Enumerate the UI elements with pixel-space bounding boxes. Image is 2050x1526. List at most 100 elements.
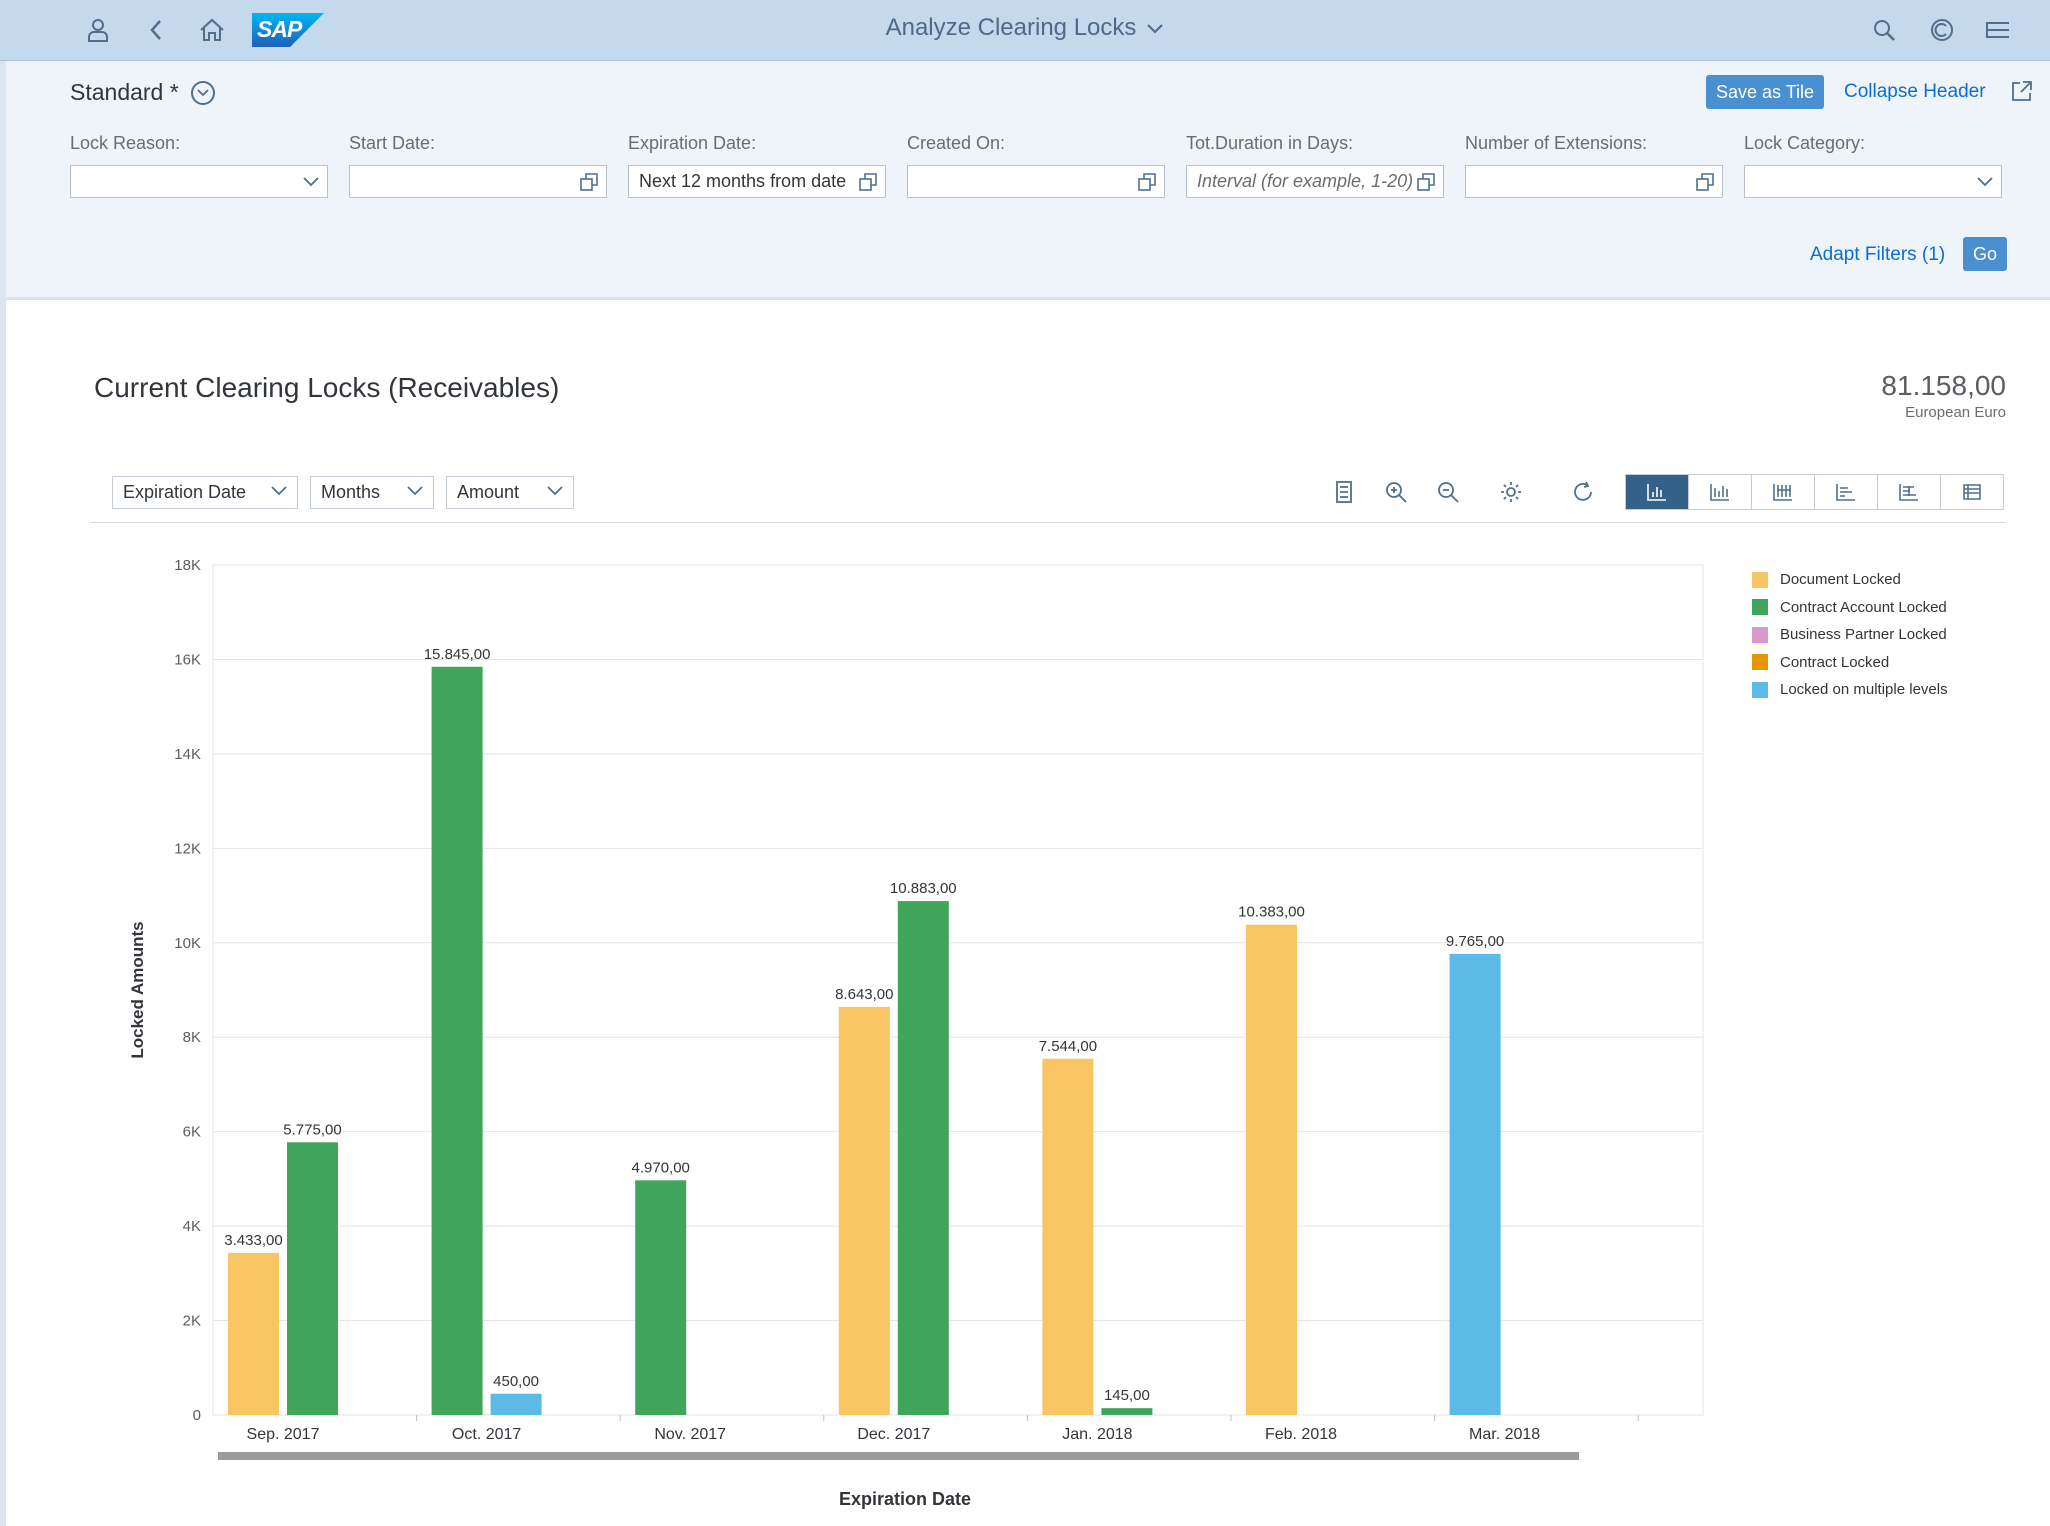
- legend-label: Business Partner Locked: [1780, 626, 1947, 644]
- filter-lock-category: Lock Category:: [1744, 133, 2002, 198]
- total-duration-input[interactable]: Interval (for example, 1-20): [1186, 165, 1444, 198]
- save-as-tile-button[interactable]: Save as Tile: [1706, 75, 1825, 109]
- data-label: 4.970,00: [632, 1159, 690, 1176]
- x-tick-label: Oct. 2017: [452, 1426, 521, 1443]
- chevron-down-icon: [547, 486, 563, 496]
- number-of-extensions-input[interactable]: [1465, 165, 1723, 198]
- column-chart-icon: [1647, 484, 1666, 501]
- chart-scrollbar: [218, 1452, 1579, 1460]
- chart-legend: Document Locked Contract Account Locked …: [1752, 566, 1948, 704]
- data-label: 145,00: [1104, 1387, 1150, 1404]
- home-icon[interactable]: [196, 14, 228, 46]
- x-axis-title: Expiration Date: [839, 1489, 971, 1509]
- lock-reason-select[interactable]: [70, 165, 328, 198]
- adapt-filters-link[interactable]: Adapt Filters (1): [1810, 244, 1946, 265]
- sap-logo-text: SAP: [257, 16, 302, 42]
- expiration-date-input[interactable]: Next 12 months from date: [628, 165, 886, 198]
- sap-logo[interactable]: SAP: [252, 13, 324, 47]
- user-icon[interactable]: [82, 14, 114, 46]
- bar-chart-button[interactable]: [1815, 475, 1878, 509]
- legend-label: Contract Locked: [1780, 653, 1890, 671]
- refresh-icon[interactable]: [1563, 474, 1603, 510]
- chevron-down-icon[interactable]: [303, 166, 319, 197]
- filter-number-of-extensions: Number of Extensions:: [1465, 133, 1723, 198]
- dimension-select[interactable]: Expiration Date: [112, 476, 298, 509]
- stacked-column-100-icon: [1773, 484, 1792, 501]
- y-tick-label: 18K: [174, 557, 201, 574]
- settings-icon[interactable]: [1491, 474, 1531, 510]
- stacked-column-icon: [1710, 484, 1729, 501]
- legend-item[interactable]: Contract Account Locked: [1752, 594, 1948, 622]
- stacked-column-100-button[interactable]: [1752, 475, 1815, 509]
- bar: [897, 901, 949, 1415]
- stacked-bar-button[interactable]: [1878, 475, 1941, 509]
- x-tick-label: Feb. 2018: [1265, 1426, 1337, 1443]
- x-tick-label: Mar. 2018: [1469, 1426, 1540, 1443]
- legend-swatch: [1752, 654, 1768, 671]
- table-view-button[interactable]: [1941, 475, 2003, 509]
- value-help-icon[interactable]: [1414, 166, 1435, 197]
- measure-value: Amount: [457, 482, 520, 502]
- y-tick-label: 14K: [174, 746, 201, 763]
- data-label: 10.383,00: [1238, 904, 1305, 921]
- chart-divider: [90, 522, 2006, 523]
- chevron-down-icon[interactable]: [190, 80, 215, 105]
- stacked-column-button[interactable]: [1689, 475, 1752, 509]
- filter-label: Created On:: [907, 133, 1006, 153]
- app-title-text: Analyze Clearing Locks: [885, 14, 1137, 41]
- x-tick-label: Sep. 2017: [247, 1426, 320, 1443]
- table-view-icon: [1963, 484, 1981, 500]
- zoom-in-icon[interactable]: [1376, 474, 1416, 510]
- legend-item[interactable]: Locked on multiple levels: [1752, 676, 1948, 704]
- legend-label: Locked on multiple levels: [1780, 681, 1948, 699]
- data-label: 8.643,00: [835, 986, 893, 1003]
- chevron-down-icon[interactable]: [1977, 166, 1993, 197]
- details-icon[interactable]: [1324, 474, 1364, 510]
- legend-swatch: [1752, 681, 1768, 698]
- measure-select[interactable]: Amount: [446, 476, 574, 509]
- chart-selectors: Expiration Date Months Amount: [112, 476, 574, 509]
- bar-chart-icon: [1836, 484, 1855, 501]
- value-help-icon[interactable]: [1138, 166, 1156, 197]
- copilot-icon[interactable]: [1926, 14, 1958, 46]
- lock-category-select[interactable]: [1744, 165, 2002, 198]
- collapse-header-link[interactable]: Collapse Header: [1844, 81, 1986, 102]
- chevron-down-icon: [407, 486, 423, 496]
- filter-total-duration: Tot.Duration in Days: Interval (for exam…: [1186, 133, 1444, 198]
- start-date-input[interactable]: [349, 165, 607, 198]
- chart-panel: 0 2K 4K 6K 8K 10K 12K 14K 16K 18K 3.433,00 5.775,00…: [90, 523, 2006, 1526]
- legend-item[interactable]: Document Locked: [1752, 566, 1948, 594]
- bar: [287, 1142, 338, 1415]
- value-help-icon[interactable]: [1696, 166, 1714, 197]
- data-label: 10.883,00: [890, 880, 957, 897]
- filter-header: Standard * Save as Tile Collapse Header …: [6, 61, 2050, 300]
- search-icon[interactable]: [1868, 14, 1900, 46]
- share-icon[interactable]: [2010, 79, 2034, 108]
- y-tick-label: 10K: [174, 935, 201, 952]
- bar: [1449, 953, 1501, 1415]
- value-help-icon[interactable]: [856, 166, 877, 197]
- column-chart-button[interactable]: [1626, 475, 1689, 509]
- kpi-value: 81.158,00: [1881, 370, 2006, 401]
- bar: [635, 1180, 687, 1415]
- data-label: 9.765,00: [1446, 933, 1504, 950]
- value-help-icon[interactable]: [580, 166, 598, 197]
- app-title-menu[interactable]: Analyze Clearing Locks: [886, 14, 1165, 41]
- bar: [1042, 1058, 1094, 1415]
- menu-icon[interactable]: [1982, 14, 2014, 46]
- variant-selector[interactable]: Standard *: [70, 79, 215, 106]
- created-on-input[interactable]: [907, 165, 1165, 198]
- go-button[interactable]: Go: [1963, 237, 2007, 271]
- filter-label: Start Date:: [349, 133, 436, 153]
- zoom-out-icon[interactable]: [1428, 474, 1468, 510]
- kpi-unit: European Euro: [1905, 404, 2006, 421]
- data-label: 15.845,00: [424, 646, 491, 663]
- y-tick-label: 2K: [183, 1313, 201, 1330]
- period-select[interactable]: Months: [310, 476, 434, 509]
- legend-item[interactable]: Contract Locked: [1752, 649, 1948, 677]
- legend-item[interactable]: Business Partner Locked: [1752, 621, 1948, 649]
- x-tick-label: Nov. 2017: [654, 1426, 726, 1443]
- filter-placeholder: Interval (for example, 1-20): [1197, 171, 1414, 191]
- x-tick-label: Jan. 2018: [1062, 1426, 1132, 1443]
- back-icon[interactable]: [140, 14, 172, 46]
